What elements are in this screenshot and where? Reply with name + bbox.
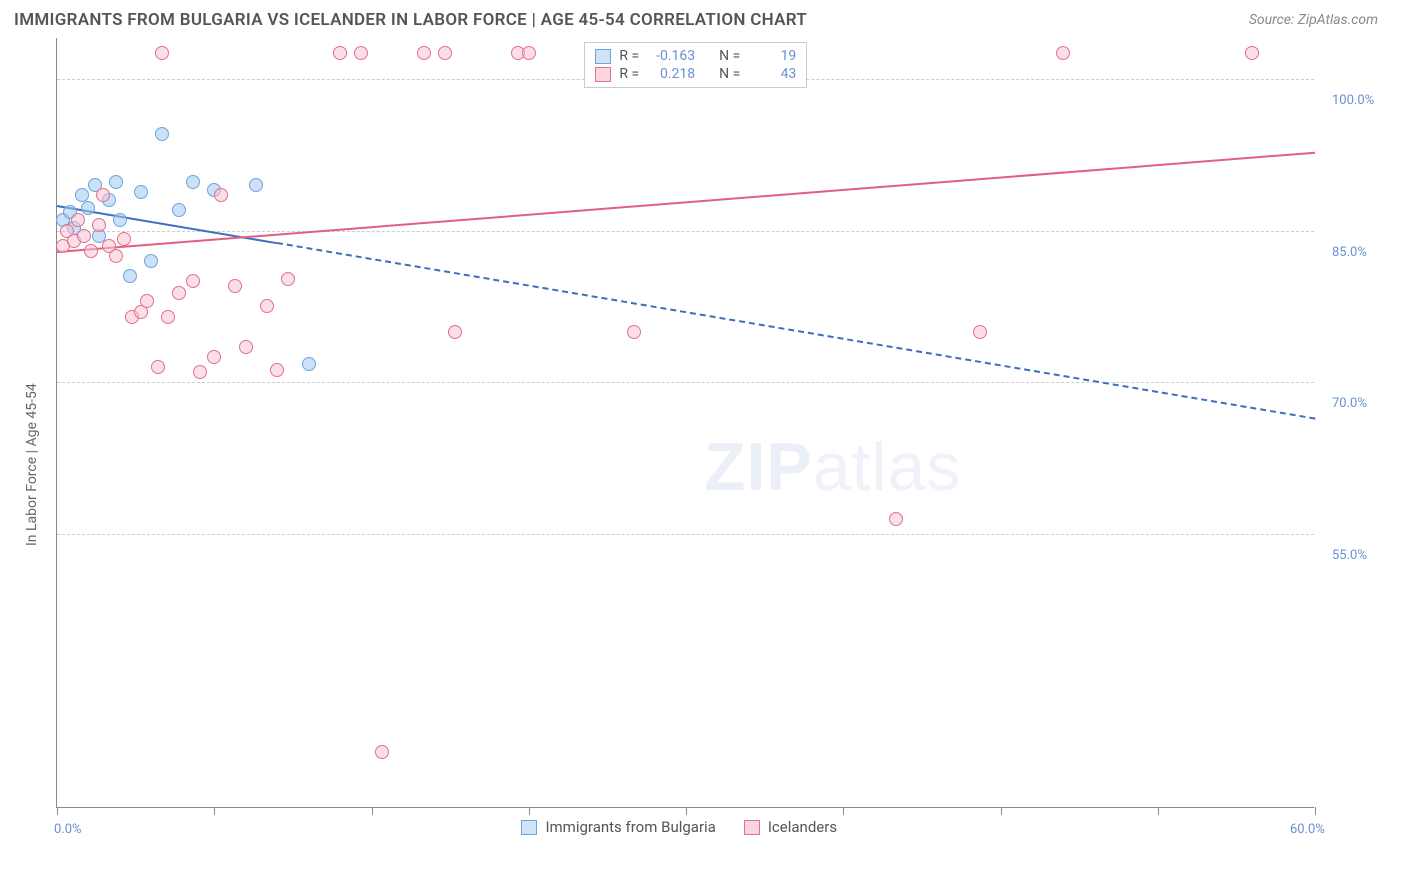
data-point — [134, 185, 148, 199]
x-tick — [1315, 807, 1316, 815]
data-point — [1245, 46, 1259, 60]
x-tick — [57, 807, 58, 815]
chart-source: Source: ZipAtlas.com — [1249, 12, 1378, 28]
data-point — [117, 232, 131, 246]
data-point — [172, 286, 186, 300]
data-point — [207, 350, 221, 364]
data-point — [75, 188, 89, 202]
x-tick — [1158, 807, 1159, 815]
n-label: N = — [719, 66, 740, 82]
chart-header: IMMIGRANTS FROM BULGARIA VS ICELANDER IN… — [0, 0, 1406, 38]
data-point — [281, 272, 295, 286]
n-label: N = — [719, 48, 740, 64]
data-point — [92, 218, 106, 232]
data-point — [71, 213, 85, 227]
data-point — [354, 46, 368, 60]
n-value: 19 — [748, 48, 796, 64]
chart-area: 55.0% 70.0% 85.0% 100.0% 0.0% 60.0% In Labor F… — [14, 38, 1392, 882]
x-tick — [214, 807, 215, 815]
y-axis-title: In Labor Force | Age 45-54 — [24, 383, 40, 546]
data-point — [193, 365, 207, 379]
n-value: 43 — [748, 66, 796, 82]
data-point — [155, 46, 169, 60]
data-point — [172, 203, 186, 217]
x-min-label: 0.0% — [54, 822, 82, 837]
data-point — [186, 274, 200, 288]
gridline — [57, 382, 1314, 383]
data-point — [302, 357, 316, 371]
data-point — [375, 745, 389, 759]
data-point — [627, 325, 641, 339]
data-point — [161, 310, 175, 324]
legend-swatch — [744, 820, 760, 835]
legend-swatch — [521, 820, 537, 835]
x-tick — [372, 807, 373, 815]
legend-series: Immigrants from Bulgaria Icelanders — [521, 818, 837, 836]
data-point — [448, 325, 462, 339]
legend-stat-row: R = 0.218 N = 43 — [595, 65, 796, 83]
r-label: R = — [619, 66, 639, 82]
data-point — [151, 360, 165, 374]
r-value: 0.218 — [647, 66, 695, 82]
y-tick-label: 100.0% — [1332, 93, 1374, 108]
data-point — [84, 244, 98, 258]
x-max-label: 60.0% — [1290, 822, 1325, 837]
chart-title: IMMIGRANTS FROM BULGARIA VS ICELANDER IN… — [14, 10, 807, 30]
data-point — [417, 46, 431, 60]
data-point — [109, 249, 123, 263]
x-tick — [1001, 807, 1002, 815]
data-point — [1056, 46, 1070, 60]
x-tick — [529, 807, 530, 815]
x-tick — [686, 807, 687, 815]
data-point — [186, 175, 200, 189]
data-point — [96, 188, 110, 202]
data-point — [438, 46, 452, 60]
data-point — [889, 512, 903, 526]
legend-swatch — [595, 67, 611, 82]
y-tick-label: 55.0% — [1332, 548, 1367, 563]
legend-label: Icelanders — [768, 818, 837, 836]
data-point — [113, 213, 127, 227]
legend-item: Immigrants from Bulgaria — [521, 818, 715, 836]
data-point — [109, 175, 123, 189]
r-value: -0.163 — [647, 48, 695, 64]
gridline — [57, 231, 1314, 232]
trend-line — [277, 242, 1315, 419]
data-point — [260, 299, 274, 313]
data-point — [973, 325, 987, 339]
legend-item: Icelanders — [744, 818, 837, 836]
x-tick — [843, 807, 844, 815]
data-point — [123, 269, 137, 283]
r-label: R = — [619, 48, 639, 64]
y-tick-label: 70.0% — [1332, 396, 1367, 411]
data-point — [140, 294, 154, 308]
data-point — [214, 188, 228, 202]
plot-area — [56, 38, 1314, 808]
y-tick-label: 85.0% — [1332, 245, 1367, 260]
data-point — [77, 229, 91, 243]
data-point — [270, 363, 284, 377]
gridline — [57, 534, 1314, 535]
legend-label: Immigrants from Bulgaria — [545, 818, 715, 836]
data-point — [522, 46, 536, 60]
data-point — [249, 178, 263, 192]
data-point — [228, 279, 242, 293]
data-point — [144, 254, 158, 268]
data-point — [155, 127, 169, 141]
legend-swatch — [595, 49, 611, 64]
data-point — [239, 340, 253, 354]
data-point — [333, 46, 347, 60]
legend-stat-row: R = -0.163 N = 19 — [595, 47, 796, 65]
trend-line — [57, 151, 1315, 252]
legend-stats: R = -0.163 N = 19 R = 0.218 N = 43 — [584, 42, 807, 88]
data-point — [81, 201, 95, 215]
